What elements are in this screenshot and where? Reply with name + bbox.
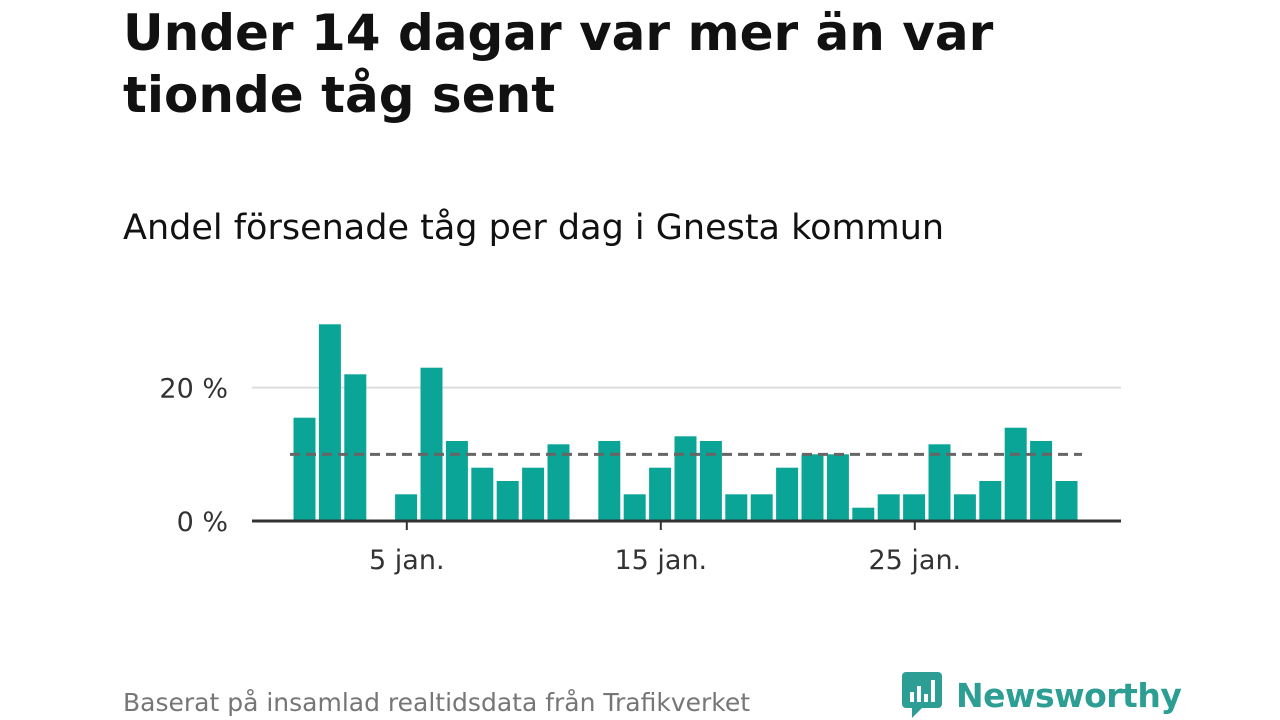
bar [725, 494, 748, 521]
bar [852, 507, 875, 521]
bar [623, 494, 646, 521]
axes: 0 % 20 % 5 jan. 15 jan. 25 jan. [159, 374, 1121, 576]
brand-name: Newsworthy [956, 675, 1182, 715]
bar [928, 444, 951, 521]
bar [420, 367, 443, 521]
bar [598, 441, 621, 521]
x-tick-label: 15 jan. [614, 545, 707, 576]
bar [979, 481, 1002, 521]
bar [953, 494, 976, 521]
chart-title: Under 14 dagar var mer än var tionde tåg… [123, 4, 994, 124]
bar [1030, 441, 1053, 521]
bar [649, 467, 672, 521]
bar [699, 441, 722, 521]
bar [318, 324, 341, 521]
bar [674, 436, 697, 521]
bar [877, 494, 900, 521]
source-note: Baserat på insamlad realtidsdata från Tr… [123, 688, 751, 717]
bar [496, 481, 519, 521]
bar [395, 494, 418, 521]
chart-subtitle: Andel försenade tåg per dag i Gnesta kom… [123, 208, 945, 248]
bar [801, 454, 824, 521]
bar [826, 454, 849, 521]
y-tick-label: 0 % [177, 507, 228, 538]
x-tick-label: 25 jan. [868, 545, 961, 576]
bar [1055, 481, 1078, 521]
bar [776, 467, 799, 521]
bar [750, 494, 773, 521]
brand-logo: Newsworthy [902, 670, 1182, 720]
bar [445, 441, 468, 521]
bar [471, 467, 494, 521]
bar [547, 444, 570, 521]
bar [344, 374, 367, 521]
bar [903, 494, 926, 521]
bar [522, 467, 545, 521]
newsworthy-logo-icon [902, 672, 942, 718]
x-tick-label: 5 jan. [369, 545, 445, 576]
bar [1004, 427, 1027, 521]
y-tick-label: 20 % [159, 374, 228, 405]
bar [293, 417, 316, 521]
bars [293, 324, 1078, 521]
